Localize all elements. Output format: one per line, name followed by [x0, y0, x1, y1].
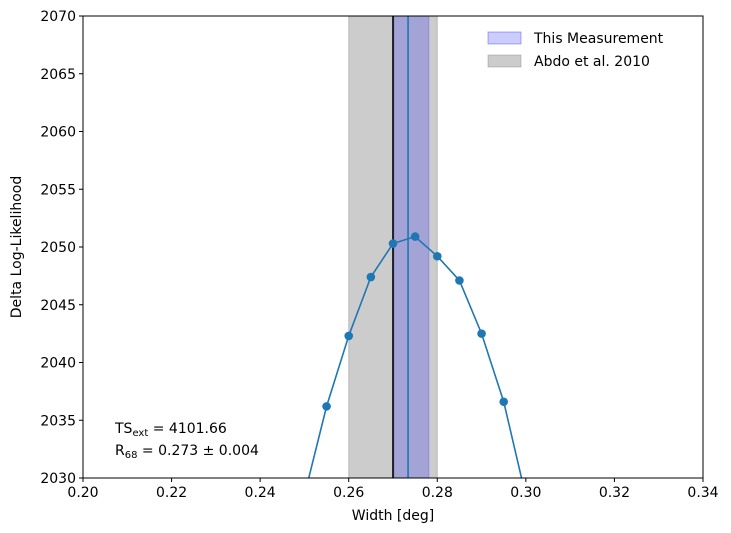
legend-label: This Measurement	[533, 31, 664, 47]
x-tick-label: 0.22	[156, 485, 187, 501]
data-point	[366, 272, 376, 282]
data-point	[344, 331, 354, 341]
data-point	[322, 402, 331, 411]
x-tick-label: 0.30	[510, 485, 541, 501]
y-tick-label: 2040	[40, 356, 76, 372]
y-axis-label: Delta Log-Likelihood	[9, 176, 25, 318]
band	[393, 16, 430, 478]
annotation-main: TS	[114, 421, 133, 437]
legend-label: Abdo et al. 2010	[534, 54, 650, 70]
x-tick-label: 0.34	[687, 485, 718, 501]
y-tick-label: 2065	[40, 67, 76, 83]
annotation-sub: 68	[125, 450, 138, 461]
data-point	[455, 276, 464, 285]
x-tick-label: 0.32	[599, 485, 630, 501]
annotation-sub: ext	[132, 428, 148, 439]
y-tick-label: 2050	[40, 240, 76, 256]
x-tick-label: 0.28	[422, 485, 453, 501]
legend-swatch	[487, 31, 522, 45]
x-tick-label: 0.20	[67, 485, 98, 501]
data-point	[499, 397, 509, 407]
y-tick-label: 2070	[40, 9, 76, 25]
y-tick-label: 2060	[40, 125, 76, 141]
y-tick-label: 2045	[40, 298, 76, 314]
annotation-main: R	[115, 443, 125, 459]
annotation: TSext = 4101.66	[114, 421, 227, 439]
x-tick-label: 0.24	[245, 485, 276, 501]
annotation-rest: = 0.273 ± 0.004	[137, 443, 259, 459]
annotation-rest: = 4101.66	[148, 421, 227, 437]
y-tick-label: 2035	[40, 413, 76, 429]
data-point	[477, 329, 486, 338]
x-axis-label: Width [deg]	[352, 508, 434, 524]
data-point	[410, 232, 420, 241]
y-tick-label: 2030	[40, 471, 76, 487]
data-point	[300, 491, 309, 500]
annotation: R68 = 0.273 ± 0.004	[115, 443, 259, 461]
data-point	[432, 251, 442, 261]
plot-area	[300, 16, 523, 500]
x-tick-label: 0.26	[333, 485, 364, 501]
data-point	[388, 239, 398, 248]
legend-swatch	[487, 54, 522, 68]
y-tick-label: 2055	[40, 182, 76, 198]
